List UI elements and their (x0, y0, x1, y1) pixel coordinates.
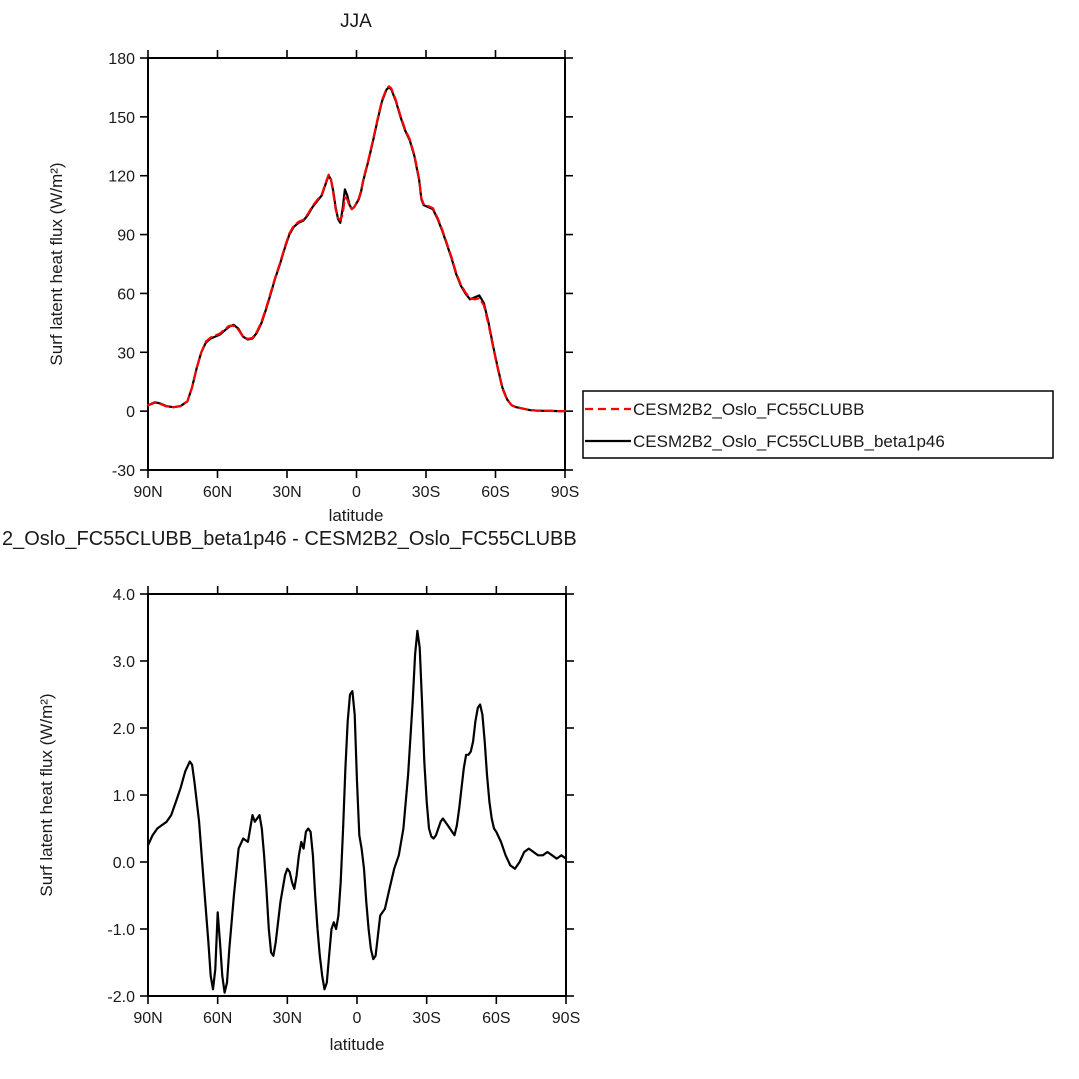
y-tick-label: -1.0 (107, 922, 135, 939)
y-tick-label: 0 (126, 404, 135, 421)
series-line-CESM2B2_Oslo_FC55CLUBB_beta1p46 (146, 86, 567, 413)
x-tick-label: 90N (133, 1010, 162, 1027)
y-tick-label: 150 (108, 110, 135, 127)
y-tick-label: 90 (117, 228, 135, 245)
y-tick-label: 0.0 (113, 855, 135, 872)
x-tick-label: 30N (272, 484, 301, 501)
y-tick-label: -2.0 (107, 989, 135, 1006)
y-tick-label: 30 (117, 345, 135, 362)
x-tick-label: 0 (353, 1010, 362, 1027)
x-tick-label: 90S (551, 484, 579, 501)
chart-bottom-xlabel: latitude (330, 1035, 385, 1054)
x-tick-label: 30N (273, 1010, 302, 1027)
legend-label-cesm2b2-oslo-fc55clubb-beta1p46: CESM2B2_Oslo_FC55CLUBB_beta1p46 (633, 432, 945, 451)
y-tick-label: 4.0 (113, 587, 135, 604)
x-tick-label: 60N (203, 1010, 232, 1027)
chart-top-ylabel: Surf latent heat flux (W/m²) (47, 162, 66, 365)
series-line-difference (146, 629, 568, 994)
chart-top-title: JJA (340, 11, 372, 32)
x-tick-label: 90N (133, 484, 162, 501)
x-tick-label: 60S (482, 1010, 510, 1027)
x-tick-label: 0 (352, 484, 361, 501)
chart-bottom-ylabel: Surf latent heat flux (W/m²) (37, 693, 56, 896)
y-tick-label: -30 (112, 463, 135, 480)
chart-bottom-layer: 90N 60N 30N 0 30S 60S 90S -2.0 -1.0 0.0 1.0 2.0 3.0 4… (107, 586, 580, 1027)
y-tick-label: 60 (117, 286, 135, 303)
y-tick-label: 2.0 (113, 721, 135, 738)
legend: CESM2B2_Oslo_FC55CLUBB CESM2B2_Oslo_FC55… (582, 390, 1054, 459)
chart-bottom-title: 2_Oslo_FC55CLUBB_beta1p46 - CESM2B2_Oslo… (2, 528, 577, 550)
x-tick-label: 30S (412, 484, 440, 501)
x-tick-label: 60S (481, 484, 509, 501)
y-tick-label: 3.0 (113, 654, 135, 671)
chart-top-layer: 90N 60N 30N 0 30S 60S 90S -30 0 30 60 90 120 150 180 (108, 50, 579, 501)
legend-box (582, 390, 1054, 459)
y-tick-label: 1.0 (113, 788, 135, 805)
series-line-CESM2B2_Oslo_FC55CLUBB (146, 85, 567, 413)
chart-top-xlabel: latitude (329, 506, 384, 525)
x-tick-label: 90S (552, 1010, 580, 1027)
x-tick-label: 60N (203, 484, 232, 501)
plot-frame (147, 57, 566, 471)
y-tick-label: 120 (108, 169, 135, 186)
x-tick-label: 30S (412, 1010, 440, 1027)
legend-label-cesm2b2-oslo-fc55clubb: CESM2B2_Oslo_FC55CLUBB (633, 400, 864, 419)
y-tick-label: 180 (108, 51, 135, 68)
